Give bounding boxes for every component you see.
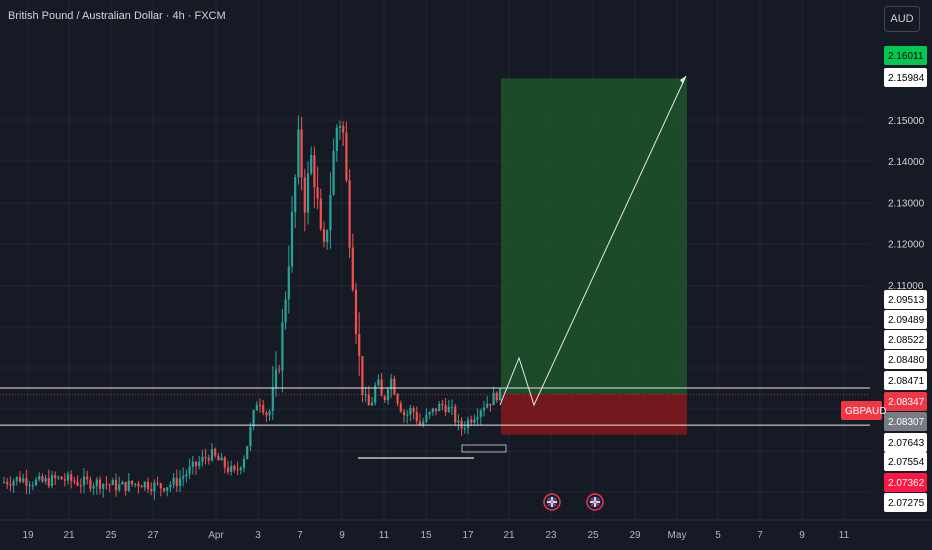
time-tick-label: 21	[503, 530, 515, 541]
time-axis[interactable]: 19 21 25 27 Apr 3 7 9 11 15 17 21 23 25 29 May 5 7 9 11	[0, 519, 932, 550]
svg-text:GBPAUD: GBPAUD	[845, 406, 887, 417]
time-tick-label: 25	[105, 530, 117, 541]
time-tick-label: 27	[147, 530, 159, 541]
time-tick-label: 11	[379, 530, 390, 541]
price-label-stop: 2.07362	[884, 473, 927, 492]
price-label-box: 2.07275	[884, 493, 927, 512]
svg-text:2.08522: 2.08522	[888, 335, 925, 346]
currency-button[interactable]: AUD	[884, 6, 920, 32]
time-tick-label: 21	[63, 530, 75, 541]
svg-text:2.16011: 2.16011	[888, 51, 924, 62]
svg-text:2.08480: 2.08480	[888, 355, 925, 366]
price-label-box: 2.08480	[884, 350, 927, 369]
price-tick-label: 2.12000	[888, 240, 925, 251]
svg-text:2.08347: 2.08347	[888, 397, 925, 408]
event-markers[interactable]	[543, 493, 604, 511]
time-tick-label: 29	[629, 530, 641, 541]
price-label-current: 2.08307	[884, 412, 927, 431]
svg-text:2.07643: 2.07643	[888, 438, 925, 449]
time-tick-label: 15	[420, 530, 432, 541]
price-tick-label: 2.11000	[888, 281, 924, 292]
uk-flag-icon[interactable]	[586, 493, 604, 511]
target-zone	[501, 78, 687, 395]
price-label-target: 2.16011	[884, 46, 927, 65]
drawings	[0, 75, 870, 459]
range-box[interactable]	[461, 444, 507, 453]
time-tick-label: 19	[22, 530, 34, 541]
price-label-box: 2.08471	[884, 371, 927, 390]
svg-text:2.15984: 2.15984	[888, 73, 925, 84]
uk-flag-icon[interactable]	[543, 493, 561, 511]
svg-text:2.07275: 2.07275	[888, 498, 925, 509]
time-tick-label: 3	[255, 530, 261, 541]
price-label-box: 2.15984	[884, 68, 927, 87]
price-tick-label: 2.15000	[888, 116, 925, 127]
svg-text:2.08307: 2.08307	[888, 417, 925, 428]
candles	[2, 115, 502, 500]
time-tick-label: 9	[339, 530, 345, 541]
chart-title: British Pound / Australian Dollar · 4h ·…	[8, 10, 226, 22]
price-label-box: 2.07643	[884, 433, 927, 452]
projection-path[interactable]	[499, 75, 687, 407]
time-tick-label: 11	[839, 530, 850, 541]
time-tick-label: Apr	[208, 530, 224, 541]
price-label-box: 2.09513	[884, 290, 927, 309]
svg-text:2.08471: 2.08471	[888, 376, 925, 387]
price-label-symbol: 2.08347	[884, 392, 927, 411]
stop-zone	[501, 394, 687, 435]
grid	[0, 0, 870, 520]
time-tick-label: 9	[799, 530, 805, 541]
time-tick-label: 7	[297, 530, 303, 541]
time-tick-label: 17	[462, 530, 474, 541]
time-tick-label: 5	[715, 530, 721, 541]
price-label-box: 2.07554	[884, 452, 927, 471]
price-label-box: 2.08522	[884, 330, 927, 349]
price-label-box: 2.09489	[884, 310, 927, 329]
svg-text:2.09489: 2.09489	[888, 315, 925, 326]
price-tick-label: 2.13000	[888, 198, 925, 209]
time-tick-label: 23	[545, 530, 557, 541]
price-tick-label: 2.14000	[888, 157, 925, 168]
svg-text:2.07554: 2.07554	[888, 457, 925, 468]
svg-text:2.07362: 2.07362	[888, 478, 925, 489]
time-tick-label: May	[668, 530, 687, 541]
symbol-label: GBPAUD	[841, 401, 887, 420]
time-tick-label: 7	[757, 530, 763, 541]
svg-text:2.09513: 2.09513	[888, 295, 925, 306]
time-tick-label: 25	[587, 530, 599, 541]
price-axis[interactable]: 2.15000 2.14000 2.13000 2.12000 2.11000 2.160…	[841, 0, 932, 520]
projection-arrow-icon	[680, 76, 686, 84]
position-zones	[501, 78, 687, 435]
